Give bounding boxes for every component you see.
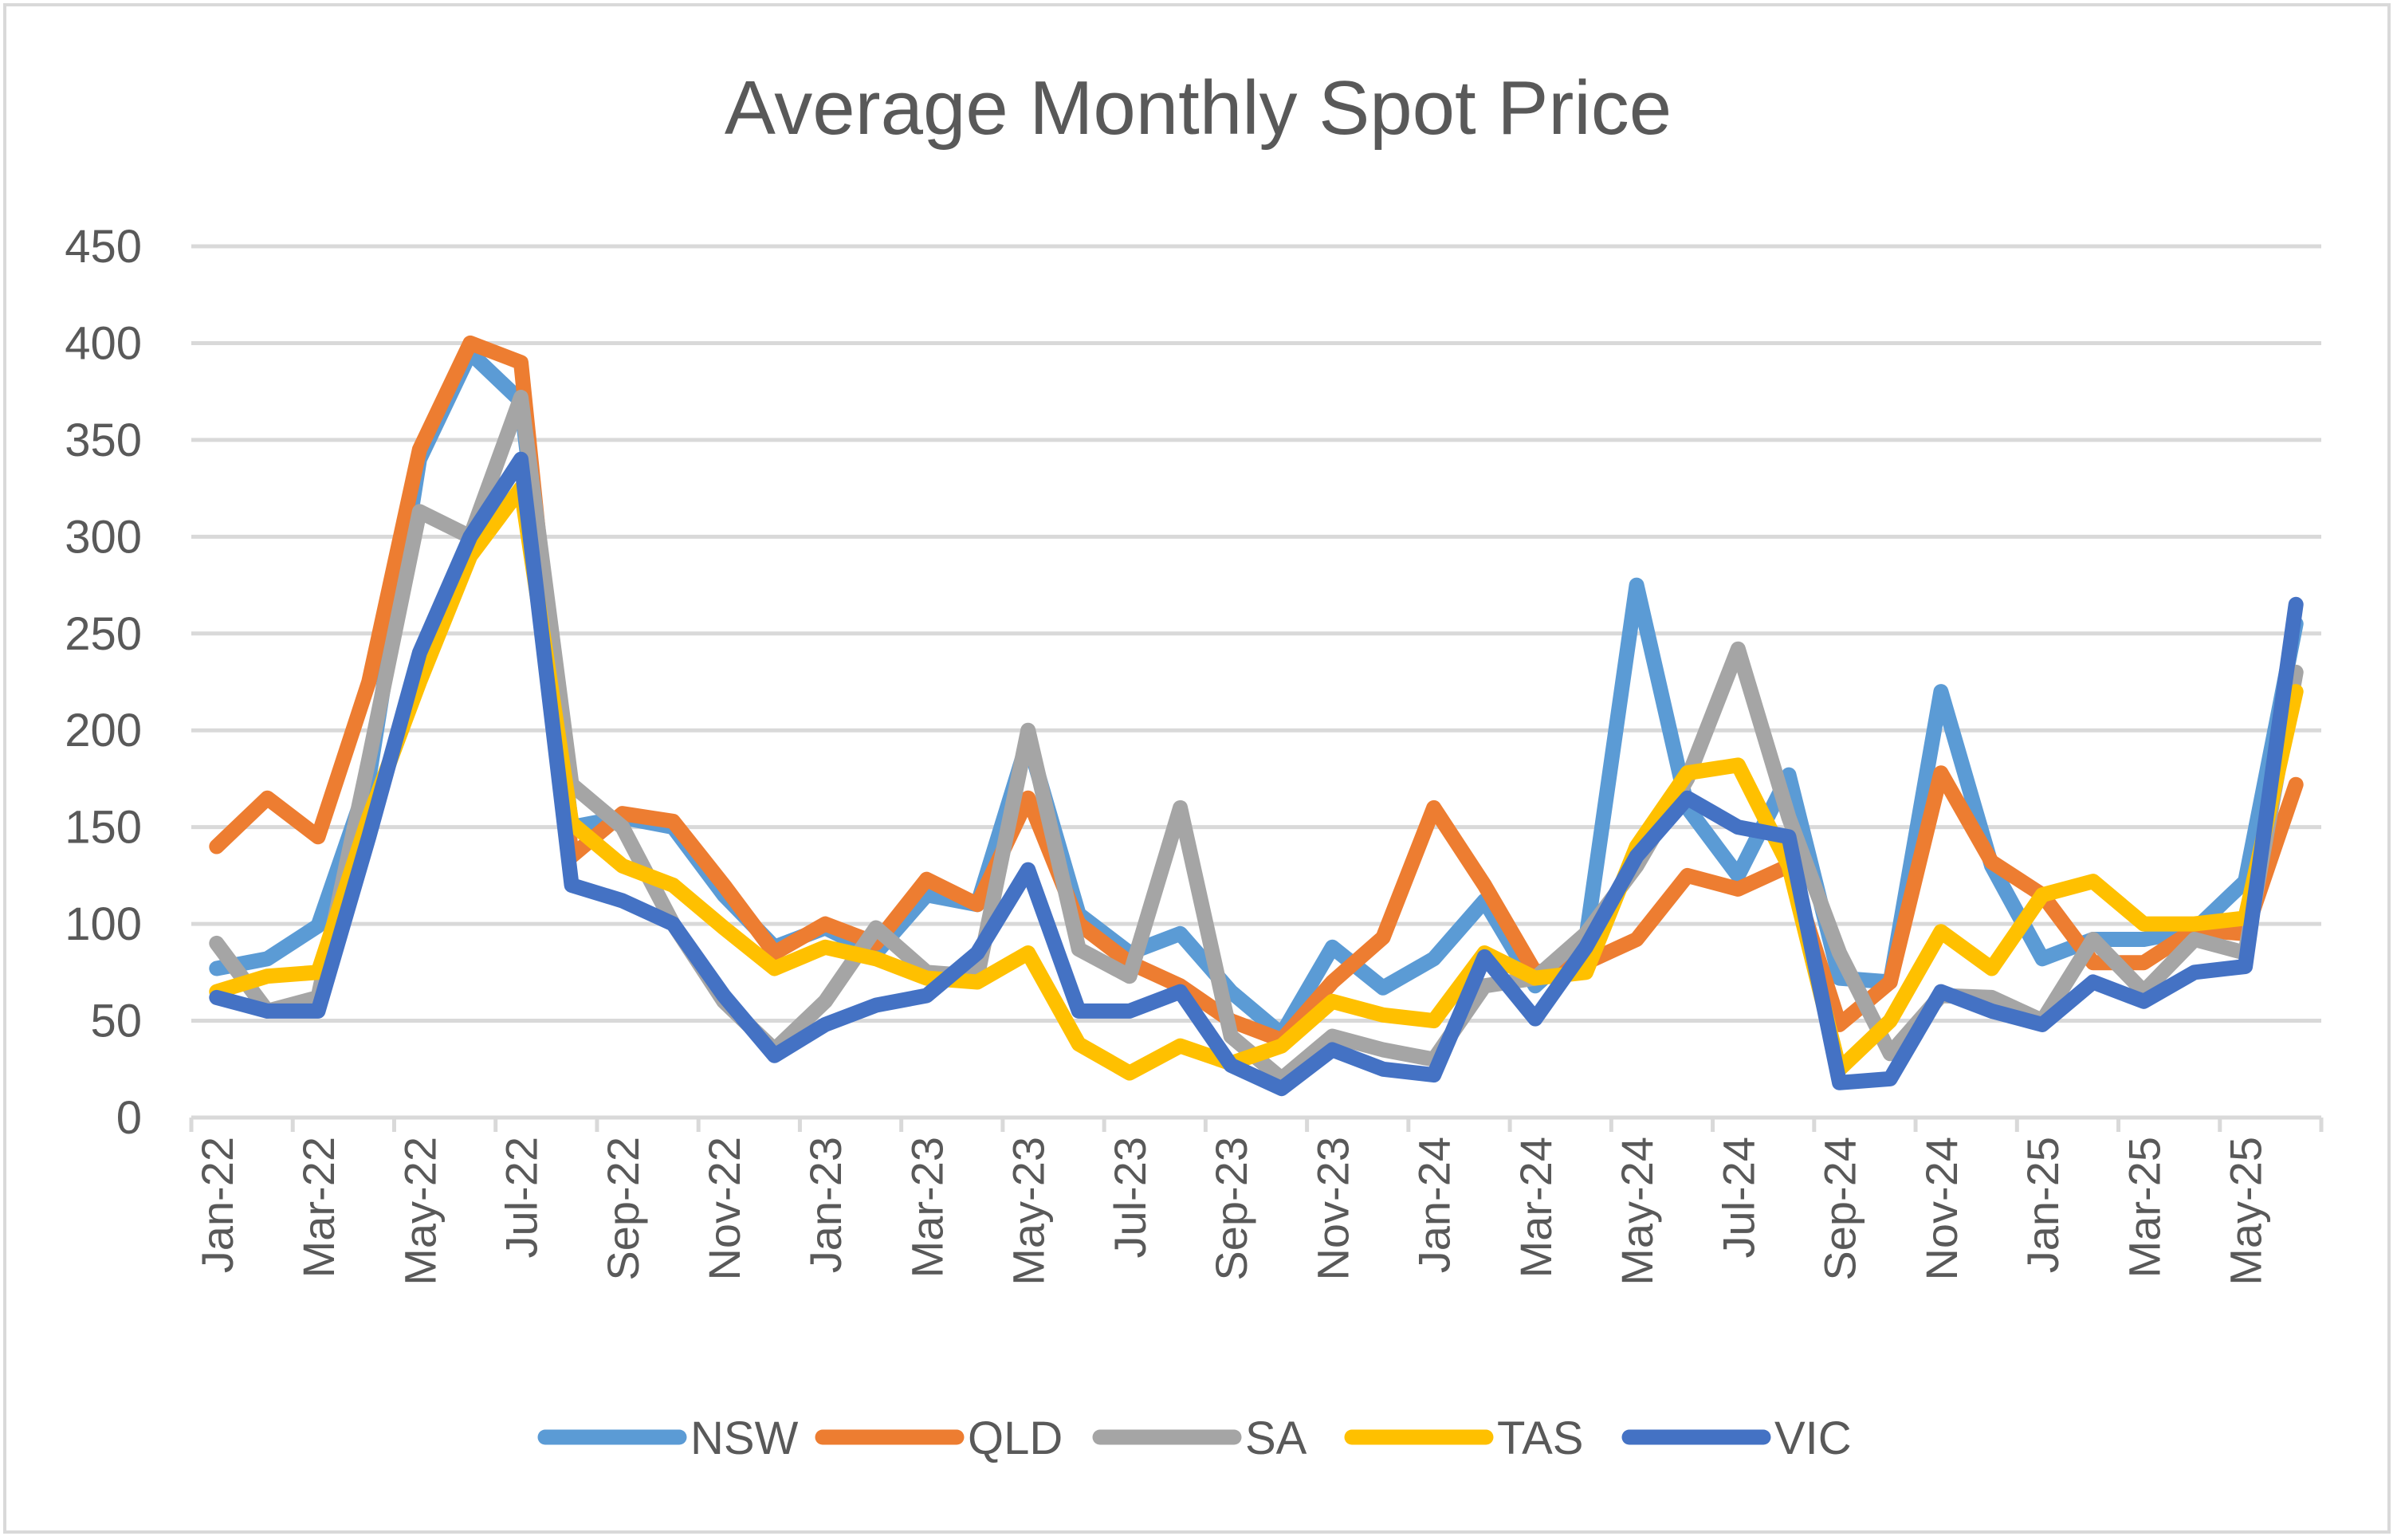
- legend-item-qld: QLD: [815, 1412, 1063, 1464]
- x-tick-label: Nov-24: [1916, 1137, 1967, 1281]
- x-axis: [189, 1115, 2324, 1132]
- series-lines: [209, 335, 2304, 1097]
- legend: NSW QLD SA TAS VIC: [537, 1412, 1852, 1464]
- y-tick-label: 0: [116, 1092, 142, 1144]
- x-tick-label: Nov-23: [1307, 1137, 1358, 1281]
- x-tick-label: May-22: [395, 1137, 445, 1286]
- chart-title: Average Monthly Spot Price: [725, 65, 1672, 151]
- legend-item-vic: VIC: [1621, 1412, 1852, 1464]
- x-tick-label: Jan-22: [192, 1137, 242, 1273]
- x-tick-label: Jan-24: [1409, 1137, 1460, 1273]
- x-tick-label: Sep-22: [598, 1137, 648, 1281]
- x-tick-label: Nov-22: [699, 1137, 749, 1281]
- legend-label: NSW: [690, 1412, 799, 1464]
- x-tick-label: May-24: [1612, 1137, 1662, 1286]
- y-tick-label: 200: [65, 705, 142, 756]
- legend-label: QLD: [968, 1412, 1063, 1464]
- chart-area: [3, 3, 2391, 1534]
- x-tick-label: May-23: [1004, 1137, 1054, 1286]
- x-tick-label: Mar-24: [1511, 1137, 1561, 1278]
- y-tick-label: 50: [90, 996, 142, 1047]
- x-tick-label: Jul-23: [1105, 1137, 1155, 1259]
- y-axis-tick-labels: 0 50 100 150 200 250 300 350 400 450: [65, 221, 142, 1144]
- legend-item-tas: TAS: [1344, 1412, 1584, 1464]
- y-tick-label: 350: [65, 414, 142, 466]
- x-tick-label: Jan-25: [2018, 1137, 2068, 1273]
- y-tick-label: 150: [65, 802, 142, 854]
- x-tick-label: Mar-23: [902, 1137, 952, 1278]
- y-tick-label: 450: [65, 221, 142, 273]
- x-tick-label: Mar-22: [293, 1137, 344, 1278]
- legend-label: TAS: [1497, 1412, 1584, 1464]
- x-tick-label: Mar-25: [2119, 1137, 2169, 1278]
- y-tick-label: 100: [65, 898, 142, 950]
- y-tick-label: 250: [65, 608, 142, 660]
- legend-item-nsw: NSW: [537, 1412, 799, 1464]
- x-tick-label: Jan-23: [800, 1137, 851, 1273]
- legend-item-sa: SA: [1092, 1412, 1307, 1464]
- x-tick-label: Jul-22: [497, 1137, 547, 1259]
- y-tick-label: 400: [65, 317, 142, 369]
- x-tick-label: Sep-24: [1815, 1137, 1865, 1281]
- x-axis-tick-labels: Jan-22 Mar-22 May-22 Jul-22 Sep-22 Nov-22 Jan-…: [192, 1137, 2271, 1286]
- gridlines: [191, 244, 2321, 1023]
- series-line-vic: [209, 451, 2304, 1097]
- legend-label: SA: [1245, 1412, 1307, 1464]
- x-tick-label: May-25: [2221, 1137, 2271, 1286]
- x-tick-label: Jul-24: [1713, 1137, 1763, 1259]
- x-tick-label: Sep-23: [1206, 1137, 1256, 1281]
- legend-label: VIC: [1774, 1412, 1852, 1464]
- y-tick-label: 300: [65, 511, 142, 563]
